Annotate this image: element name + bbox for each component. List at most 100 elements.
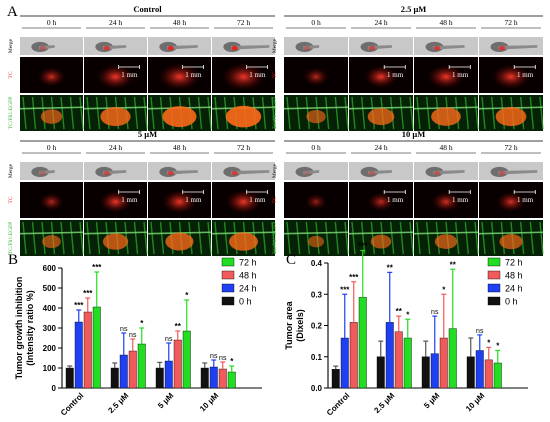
- bar: [421, 356, 430, 389]
- tc-signal: [37, 67, 66, 87]
- tumor-spot: [303, 46, 311, 51]
- time-label: 72 h: [237, 143, 250, 152]
- tumor-spot: [39, 171, 46, 176]
- bar: [376, 356, 385, 389]
- tc-signal: [303, 67, 329, 86]
- time-label: 48 h: [439, 18, 452, 27]
- larva-body: [230, 45, 270, 50]
- x-tick-label: 10 μM: [198, 391, 221, 414]
- time-label: 0 h: [47, 143, 57, 152]
- vessel: [529, 96, 535, 130]
- row-label: Merge: [272, 38, 278, 53]
- tc-overlay: [308, 235, 324, 248]
- tumor-spot: [231, 171, 238, 176]
- bar: [182, 330, 191, 389]
- panel-label: C: [286, 252, 296, 268]
- x-tick-label: 5 μM: [422, 391, 441, 410]
- larva-body: [166, 45, 198, 50]
- y-axis-label: (Intensity ratio %): [25, 290, 35, 366]
- bar: [110, 367, 119, 389]
- row-label: Merge: [8, 38, 14, 53]
- vessel: [295, 221, 301, 255]
- tc-signal: [96, 64, 135, 90]
- legend-label: 0 h: [505, 297, 518, 307]
- vessel-trunk: [19, 231, 84, 235]
- tumor-spot: [167, 171, 174, 176]
- tc-overlay: [306, 109, 326, 124]
- scale-bar-label: 1 mm: [452, 196, 469, 204]
- row-label: TC: [8, 71, 14, 78]
- bar: [119, 354, 128, 389]
- scale-bar-label: 1 mm: [517, 196, 534, 204]
- larva-body: [166, 170, 198, 175]
- scale-bar-label: 1 mm: [387, 196, 404, 204]
- y-axis-label: (Dixels): [295, 309, 305, 342]
- row-label: TC/Fli1:EGFP: [272, 97, 278, 129]
- tumor-spot: [498, 46, 506, 51]
- vessel: [416, 221, 421, 255]
- larva-body: [230, 170, 270, 175]
- vessel: [143, 221, 148, 255]
- scale-bar-label: 1 mm: [121, 71, 138, 79]
- legend-label: 48 h: [239, 271, 257, 281]
- vessel: [295, 96, 301, 130]
- row-label: TC: [272, 196, 278, 203]
- time-label: 24 h: [374, 18, 387, 27]
- time-label: 72 h: [504, 18, 517, 27]
- tumor-spot: [303, 171, 311, 176]
- vessel: [159, 96, 165, 130]
- vessel: [324, 221, 330, 255]
- scale-bar-label: 1 mm: [121, 196, 138, 204]
- tc-signal: [492, 64, 530, 90]
- significance-label: **: [175, 322, 182, 331]
- vessel-trunk: [478, 231, 544, 235]
- larva-body: [368, 170, 392, 175]
- significance-label: *: [496, 342, 500, 351]
- tc-overlay: [495, 107, 527, 127]
- y-tick-label: 200: [43, 344, 57, 353]
- group-title: 2.5 μM: [401, 4, 427, 14]
- tc-overlay: [499, 234, 523, 250]
- larva-body: [433, 170, 465, 175]
- legend-label: 48 h: [505, 271, 523, 281]
- significance-label: ns: [129, 332, 137, 339]
- bar: [394, 331, 403, 389]
- vessel: [474, 96, 479, 130]
- panel-b: B 0 100 200 300 400 500 600 Tumor growth inhibit…: [8, 252, 262, 418]
- vessel: [69, 96, 75, 130]
- vessel: [31, 96, 37, 130]
- bar: [385, 322, 394, 389]
- significance-label: **: [450, 260, 457, 269]
- legend-swatch: [487, 296, 501, 306]
- row-label: TC/Fli1:EGFP: [8, 222, 14, 254]
- tc-signal: [431, 191, 461, 212]
- vessel-trunk: [348, 106, 414, 110]
- tc-signal: [158, 63, 201, 91]
- vessel: [69, 221, 75, 255]
- time-label: 0 h: [311, 143, 321, 152]
- vessel: [79, 221, 84, 255]
- row-label: TC: [272, 71, 278, 78]
- scale-bar-label: 1 mm: [185, 71, 202, 79]
- vessel: [22, 221, 27, 255]
- time-label: 72 h: [504, 143, 517, 152]
- tc-overlay: [225, 105, 262, 128]
- vessel: [261, 221, 267, 255]
- vessel: [399, 221, 405, 255]
- panel-label: B: [8, 252, 18, 268]
- legend-label: 72 h: [239, 258, 257, 268]
- bar: [92, 306, 101, 389]
- bar: [403, 337, 412, 389]
- time-label: 24 h: [109, 18, 122, 27]
- vessel: [351, 96, 356, 130]
- bar: [173, 339, 182, 389]
- vessel: [344, 96, 349, 130]
- tc-overlay: [431, 107, 461, 126]
- vessel: [481, 96, 486, 130]
- significance-label: ***: [92, 263, 102, 272]
- bar: [83, 311, 92, 389]
- tc-signal: [225, 189, 262, 214]
- time-label: 24 h: [374, 143, 387, 152]
- vessel: [389, 221, 395, 255]
